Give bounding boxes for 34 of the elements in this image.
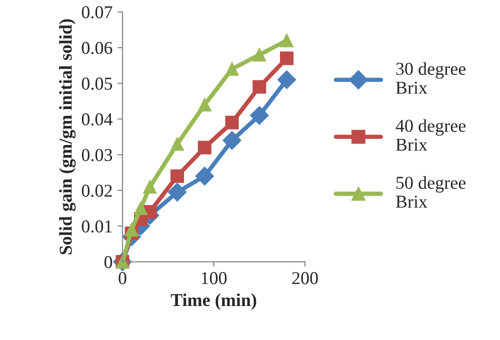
- y-tick-label: 0.07: [82, 6, 112, 18]
- y-tick-label: 0.05: [82, 78, 112, 90]
- point: [225, 116, 239, 130]
- point: [143, 180, 157, 194]
- point: [170, 169, 184, 183]
- x-tick-label: 100: [202, 272, 227, 284]
- point: [170, 137, 184, 151]
- point: [198, 98, 212, 112]
- point: [198, 140, 212, 154]
- y-tick-label: 0: [104, 256, 112, 268]
- legend-label: 30 degree Brix: [396, 62, 466, 94]
- y-tick-label: 0.03: [82, 148, 112, 162]
- y-tick-label: 0.04: [82, 113, 112, 126]
- y-tick-label: 0.02: [82, 184, 112, 197]
- x-axis-title: Time (min): [170, 293, 256, 310]
- point: [222, 131, 242, 150]
- point: [195, 166, 214, 186]
- point: [134, 201, 148, 216]
- point: [280, 52, 294, 66]
- point: [168, 182, 187, 202]
- point: [252, 48, 266, 62]
- legend-label: 50 degree Brix: [396, 176, 466, 208]
- point: [277, 70, 296, 90]
- point: [225, 62, 239, 76]
- point: [252, 80, 266, 94]
- y-tick-label: 0.01: [82, 220, 112, 233]
- point: [280, 34, 294, 48]
- y-axis-title: Solid gain (gm/gm initial solid): [59, 19, 76, 254]
- x-tick-label: 200: [292, 272, 318, 284]
- x-tick-label: 0: [118, 272, 126, 284]
- point: [124, 222, 138, 236]
- y-tick-label: 0.06: [82, 42, 112, 54]
- point: [250, 106, 269, 125]
- legend-label: 40 degree Brix: [396, 119, 466, 151]
